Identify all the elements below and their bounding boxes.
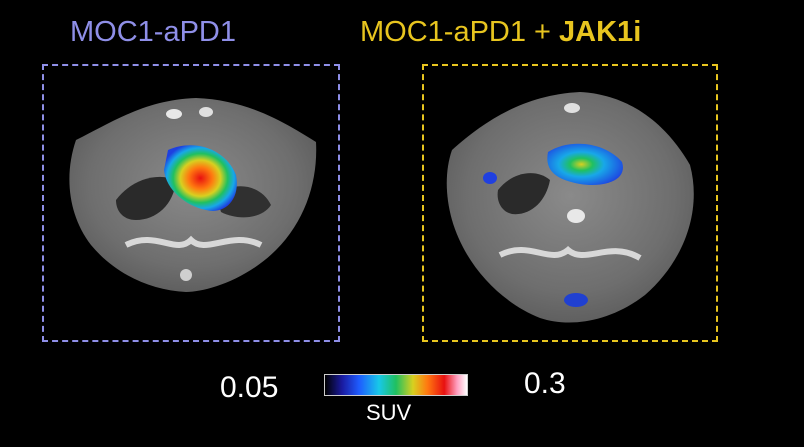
right-panel-title-prefix: MOC1-aPD1 +: [360, 16, 560, 48]
right-pet-ct-scan: [446, 92, 694, 323]
left-pet-ct-scan: [69, 98, 317, 292]
suv-colorbar: [324, 374, 468, 396]
left-dashed-frame: [42, 64, 340, 342]
colorbar-max-label: 0.3: [524, 367, 566, 400]
right-panel-title: MOC1-aPD1 + JAK1i: [360, 14, 641, 50]
colorbar-min-label: 0.05: [220, 371, 279, 404]
colorbar-title: SUV: [366, 400, 412, 425]
right-dashed-frame: [422, 64, 718, 342]
left-panel-title: MOC1-aPD1: [70, 16, 236, 48]
right-panel-title-bold: JAK1i: [559, 16, 642, 48]
